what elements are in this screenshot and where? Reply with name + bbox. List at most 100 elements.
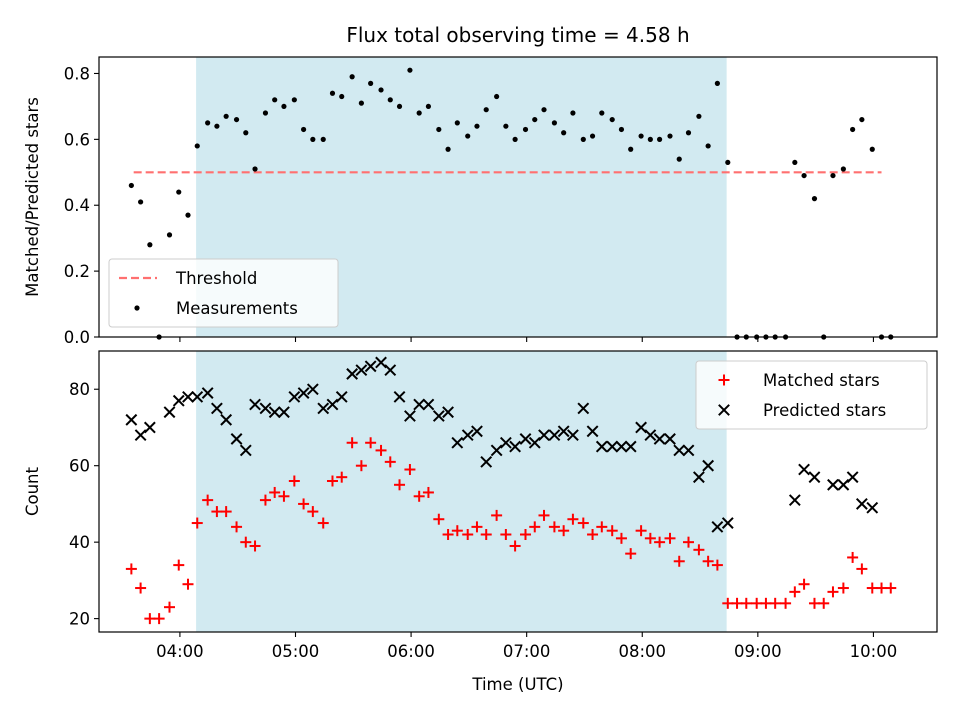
data-point [587, 529, 599, 541]
data-point-b [172, 394, 185, 407]
data-point [272, 97, 278, 103]
data-point [404, 464, 416, 476]
data-point-b [230, 433, 243, 445]
data-point-b [451, 436, 464, 449]
data-point [394, 479, 406, 491]
data-point [595, 440, 608, 453]
x-tick-label: 08:00 [618, 642, 666, 661]
data-point [432, 410, 445, 422]
data-point [194, 143, 200, 149]
data-point [393, 390, 406, 403]
data-point [416, 110, 422, 116]
data-point [577, 517, 589, 529]
data-point [306, 383, 319, 396]
data-point [801, 172, 807, 179]
series-predicted-stars [125, 356, 879, 533]
data-point-b [692, 471, 705, 484]
legend-label: Matched stars [763, 371, 880, 390]
data-point [214, 123, 220, 129]
y-tick-label: 80 [69, 380, 90, 399]
data-point [461, 429, 474, 442]
data-point [519, 433, 532, 445]
data-point-b [210, 402, 223, 415]
data-point-b [404, 410, 416, 422]
data-point-b [364, 360, 377, 373]
data-point [490, 444, 503, 457]
data-point [278, 490, 290, 502]
data-point [329, 90, 336, 96]
data-point [326, 475, 338, 487]
data-point [673, 555, 685, 567]
data-point-b [268, 406, 281, 419]
data-point [125, 563, 137, 575]
y-axis-label-2: Count [23, 466, 42, 516]
data-point-b [499, 436, 512, 449]
data-point [349, 74, 355, 80]
data-point [548, 429, 561, 442]
legend-swatch-matched-stars [718, 374, 730, 386]
data-point [205, 120, 211, 126]
data-point [850, 126, 856, 133]
data-point-b [422, 398, 435, 411]
data-point [185, 212, 191, 218]
data-point [615, 440, 628, 453]
data-point [566, 429, 579, 442]
data-point [676, 156, 682, 162]
data-point [202, 494, 214, 506]
data-point [856, 563, 868, 575]
data-point [422, 398, 435, 411]
data-point-b [288, 390, 301, 403]
data-point [147, 242, 153, 248]
data-point [297, 387, 310, 399]
data-point [855, 498, 868, 510]
data-point-b [278, 406, 290, 419]
data-point [387, 97, 393, 103]
legend-box [108, 258, 339, 328]
data-point [396, 103, 403, 110]
data-point [191, 390, 204, 403]
data-point [846, 471, 859, 484]
data-point-b [249, 398, 261, 411]
y-tick-label: 0.0 [64, 328, 90, 347]
data-point-b [201, 387, 214, 399]
data-point-b [393, 390, 406, 403]
data-point [307, 506, 319, 518]
data-point [281, 103, 287, 110]
data-point [249, 540, 261, 552]
data-point-b [837, 478, 850, 491]
data-point-b [548, 429, 561, 442]
data-point [211, 506, 223, 518]
y-tick-label: 0.2 [64, 262, 90, 281]
data-point [268, 406, 281, 419]
data-point [125, 413, 138, 426]
data-point [326, 398, 339, 411]
x-tick-label: 05:00 [272, 642, 320, 661]
data-point [705, 143, 711, 149]
data-point [144, 613, 156, 625]
data-point-b [509, 440, 522, 453]
data-point [624, 440, 637, 453]
data-point [223, 113, 229, 119]
data-point [780, 597, 792, 609]
data-point [827, 478, 839, 491]
panel-1: 0.0 0.2 0.4 0.6 0.8 Matched/Predicted stars Th… [23, 56, 938, 347]
y-tick-label: 40 [69, 533, 90, 552]
data-point [451, 436, 464, 449]
data-point-b [866, 501, 879, 514]
data-point [509, 440, 522, 453]
data-point [500, 529, 512, 541]
data-point [375, 356, 387, 369]
y-axis-label-1: Matched/Predicted stars [23, 97, 42, 297]
data-point [654, 536, 666, 548]
data-point-b [259, 402, 272, 415]
data-point [702, 459, 715, 472]
data-point [233, 116, 240, 123]
data-point [664, 532, 676, 544]
data-point-b [471, 425, 483, 438]
data-point [635, 421, 648, 434]
data-point [176, 189, 182, 195]
data-point [869, 146, 875, 152]
data-point-b [413, 398, 426, 411]
